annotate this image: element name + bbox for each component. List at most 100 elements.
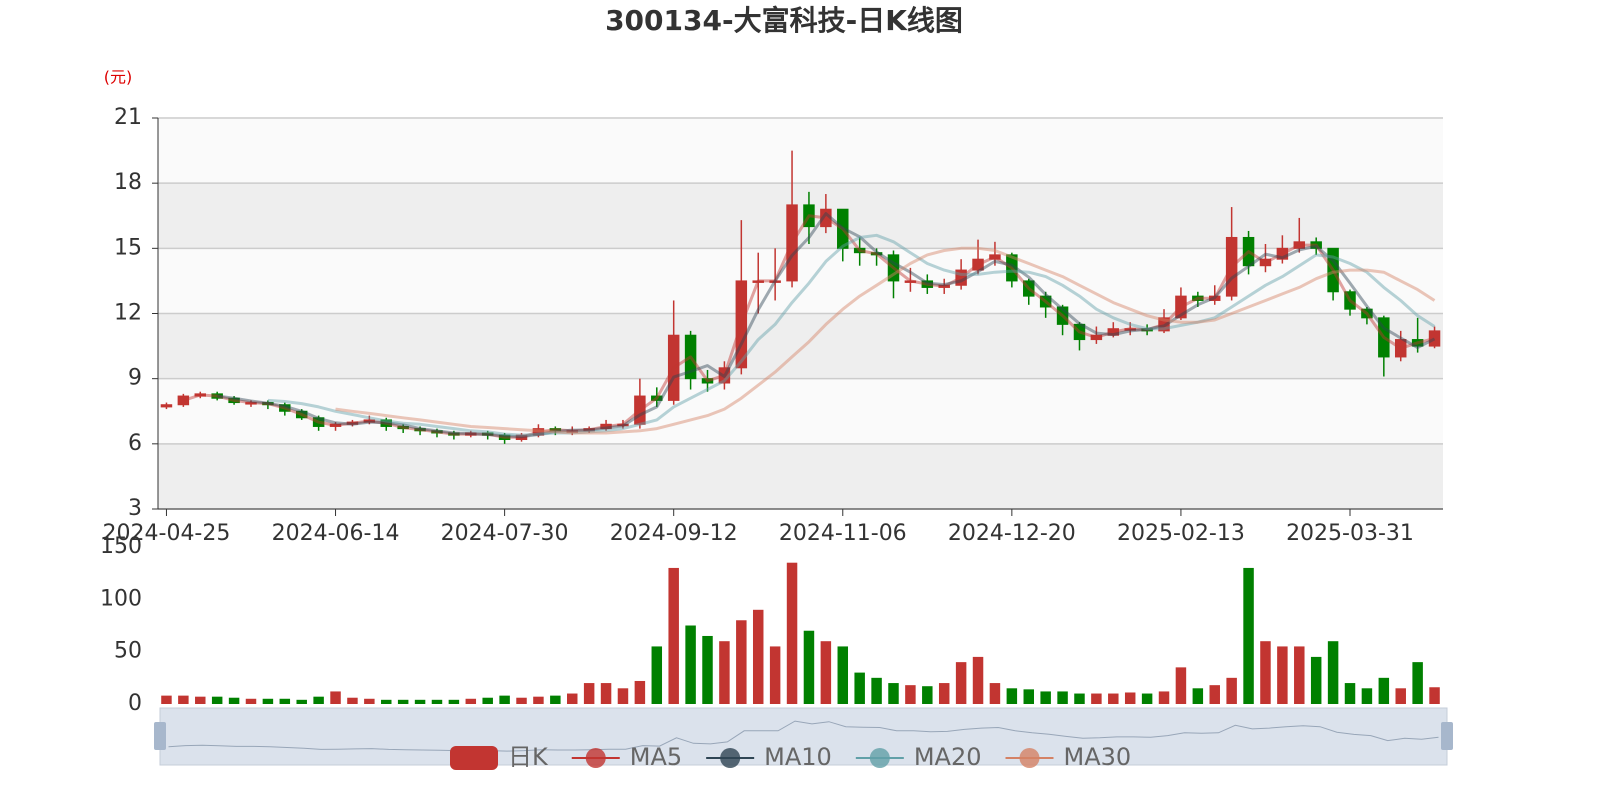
volume-bar [1175, 667, 1187, 704]
volume-bar [1344, 683, 1356, 704]
candle-body [617, 423, 629, 427]
volume-bar [685, 625, 696, 704]
volume-bar [313, 696, 324, 704]
volume-bar [533, 696, 544, 704]
zoom-handle-right[interactable] [1441, 722, 1453, 750]
volume-bar [1243, 567, 1254, 704]
volume-bar [1378, 677, 1390, 704]
volume-bar [1158, 691, 1170, 704]
volume-bar [211, 696, 223, 704]
zoom-slider[interactable] [159, 707, 1448, 766]
candle-body [853, 247, 866, 254]
candle-body [955, 269, 967, 286]
candle-body [228, 397, 240, 404]
volume-bar [431, 699, 443, 704]
legend-label: MA20 [914, 743, 982, 771]
volume-bar [465, 698, 477, 704]
volume-bar [516, 697, 527, 704]
zoom-handle-left[interactable] [154, 722, 166, 750]
volume-bar [347, 697, 358, 704]
candle-body [465, 432, 477, 436]
candle-body [1428, 330, 1441, 347]
volume-bar [668, 567, 679, 704]
legend-label: 日K [508, 743, 549, 771]
volume-bar [600, 683, 612, 704]
candle-body [1107, 328, 1120, 336]
volume-bar [195, 696, 206, 704]
candle-body [972, 258, 984, 271]
volume-bar [499, 695, 510, 704]
legend-icon [720, 748, 741, 768]
candle-body [1378, 317, 1390, 358]
candle-body [667, 334, 680, 401]
legend-icon [1019, 748, 1040, 768]
volume-tick-label: 150 [100, 534, 142, 559]
candle-body [1361, 308, 1373, 319]
x-tick-label: 2024-09-12 [610, 521, 738, 546]
candle-body [1073, 323, 1086, 341]
y-tick-label: 6 [128, 431, 142, 456]
candle-body [1394, 339, 1407, 358]
volume-bar [1057, 691, 1068, 704]
volume-bar [1141, 693, 1153, 704]
volume-bar [1108, 693, 1119, 704]
volume-bar [1361, 688, 1373, 704]
volume-bar [955, 662, 967, 704]
volume-bar [482, 697, 493, 704]
candle-body [684, 334, 697, 380]
volume-bar [1412, 662, 1423, 704]
candle-body [904, 280, 917, 283]
volume-tick-label: 50 [114, 639, 142, 664]
volume-bar [1327, 641, 1339, 704]
x-tick-label: 2024-11-06 [779, 521, 907, 546]
candle-body [1141, 328, 1153, 332]
volume-bar [803, 630, 815, 704]
volume-tick-label: 0 [128, 691, 142, 716]
candle-body [820, 208, 832, 228]
volume-bar [752, 609, 764, 704]
volume-bar [1091, 693, 1102, 704]
volume-bar [279, 698, 291, 704]
volume-bar [769, 646, 781, 704]
candle-body [1209, 295, 1221, 301]
candle-body [160, 404, 173, 408]
candle-body [1327, 247, 1339, 293]
chart-title: 300134-大富科技-日K线图 [605, 4, 963, 37]
volume-bar [1429, 687, 1440, 704]
grid-band [158, 118, 1443, 184]
candle-body [1242, 236, 1255, 267]
volume-bar [922, 686, 933, 704]
volume-bar [719, 641, 730, 704]
candle-body [1056, 306, 1069, 325]
volume-bar [1006, 688, 1018, 704]
volume-bar [651, 646, 663, 704]
y-tick-label: 18 [114, 170, 142, 195]
volume-bar [296, 699, 307, 704]
volume-bar [972, 656, 984, 704]
candle-body [515, 434, 528, 440]
volume-tick-label: 100 [100, 586, 142, 611]
volume-bar [583, 683, 595, 704]
candle-body [600, 423, 612, 430]
candle-body [262, 402, 274, 406]
volume-bar [786, 562, 798, 704]
candle-body [380, 419, 392, 427]
volume-bar [364, 698, 375, 704]
y-tick-label: 12 [114, 301, 142, 326]
volume-bar [1209, 685, 1220, 704]
candle-body [177, 395, 190, 406]
volume-bar [1277, 646, 1288, 704]
x-tick-label: 2024-04-25 [103, 521, 231, 546]
candle-body [194, 393, 207, 397]
volume-bar [617, 688, 629, 704]
grid-band [158, 443, 1443, 509]
volume-bar [1023, 689, 1034, 704]
volume-bar [381, 699, 392, 704]
candle-body [718, 367, 731, 384]
candle-body [1411, 339, 1424, 347]
candle-body [634, 395, 646, 425]
ma-line [182, 214, 1435, 439]
candle-body [245, 402, 257, 405]
volume-bar [1124, 692, 1136, 704]
